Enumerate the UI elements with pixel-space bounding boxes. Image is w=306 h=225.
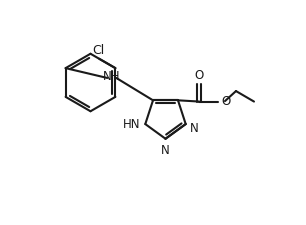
Text: O: O: [195, 69, 204, 82]
Text: NH: NH: [103, 70, 121, 83]
Text: Cl: Cl: [92, 45, 104, 58]
Text: N: N: [189, 122, 198, 135]
Text: HN: HN: [123, 118, 140, 130]
Text: O: O: [222, 95, 231, 108]
Text: N: N: [161, 144, 170, 157]
